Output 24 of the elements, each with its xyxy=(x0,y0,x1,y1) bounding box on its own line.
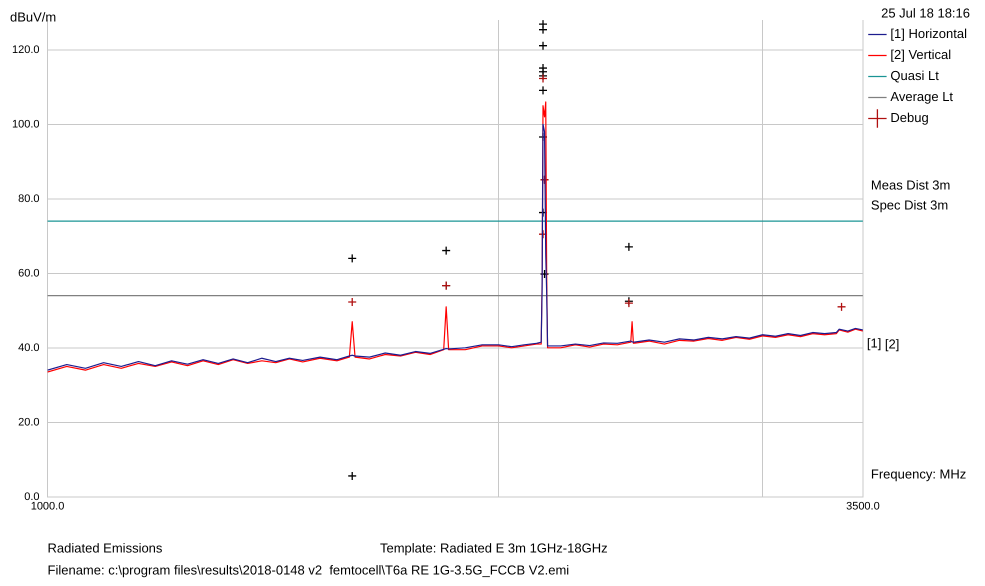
legend-label: Debug xyxy=(890,110,929,126)
y-axis-title: dBuV/m xyxy=(10,10,56,25)
legend-label: [1] Horizontal xyxy=(890,26,968,42)
y-tick-label: 20.0 xyxy=(18,416,40,428)
annotation: [2] xyxy=(884,336,900,352)
y-tick-label: 40.0 xyxy=(18,342,40,354)
annotation: [1] xyxy=(866,336,882,350)
legend-label: Quasi Lt xyxy=(890,68,940,84)
y-tick-label: 120.0 xyxy=(12,44,40,56)
legend-label: [2] Vertical xyxy=(890,47,952,62)
x-tick-label: 3500.0 xyxy=(846,500,880,512)
legend-label: Average Lt xyxy=(890,89,954,104)
y-tick-label: 100.0 xyxy=(12,118,40,130)
y-tick-label: 0.0 xyxy=(24,490,40,503)
x-axis-title: Frequency: MHz xyxy=(870,466,966,482)
x-tick-label: 1000.0 xyxy=(30,500,64,512)
text: Filename: c:\program files\results\2018-0148 v2 femtocell\T6a RE 1G-3.5G_FCCB V2.emi xyxy=(48,562,570,578)
text: 25 Jul 18 18:16 xyxy=(881,6,970,21)
text: Meas Dist 3m xyxy=(870,178,950,193)
text: Spec Dist 3m xyxy=(870,198,948,213)
y-tick-label: 60.0 xyxy=(18,267,40,280)
y-tick-label: 80.0 xyxy=(18,192,40,205)
text: Template: Radiated E 3m 1GHz-18GHz xyxy=(380,540,608,556)
text: Radiated Emissions xyxy=(48,540,163,556)
